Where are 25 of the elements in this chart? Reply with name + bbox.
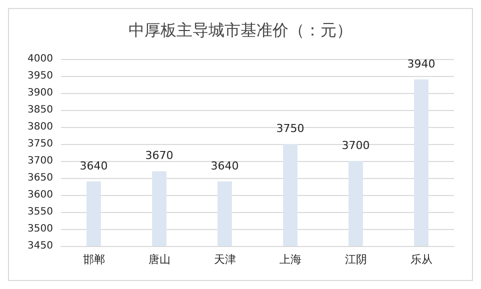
x-tick-label: 乐从: [410, 253, 432, 266]
y-tick-label: 3950: [28, 70, 53, 82]
data-label: 3640: [80, 159, 108, 172]
data-label: 3640: [210, 159, 239, 172]
data-label: 3700: [342, 139, 370, 152]
y-tick-label: 3800: [28, 122, 53, 132]
data-label: 3670: [145, 149, 174, 162]
y-tick-label: 3700: [28, 156, 53, 166]
x-tick-label: 上海: [279, 253, 302, 266]
chart-title: 中厚板主导城市基准价（：元）: [128, 20, 352, 40]
y-tick-label: 3600: [28, 190, 53, 200]
x-tick-label: 唐山: [148, 253, 170, 266]
data-label: 3940: [407, 57, 436, 70]
y-tick-label: 3750: [28, 138, 53, 150]
data-label: 3750: [276, 122, 304, 135]
y-tick-label: 3900: [28, 88, 53, 98]
x-tick-label: 江阴: [344, 253, 367, 266]
y-tick-label: 3550: [28, 206, 53, 218]
y-tick-label: 3850: [28, 104, 53, 116]
x-tick-label: 天津: [214, 253, 236, 266]
x-tick-label: 邯郸: [82, 253, 105, 266]
y-tick-label: 3450: [28, 240, 53, 252]
y-tick-label: 3500: [28, 224, 53, 234]
y-tick-label: 4000: [28, 54, 53, 64]
y-tick-label: 3650: [28, 172, 53, 184]
